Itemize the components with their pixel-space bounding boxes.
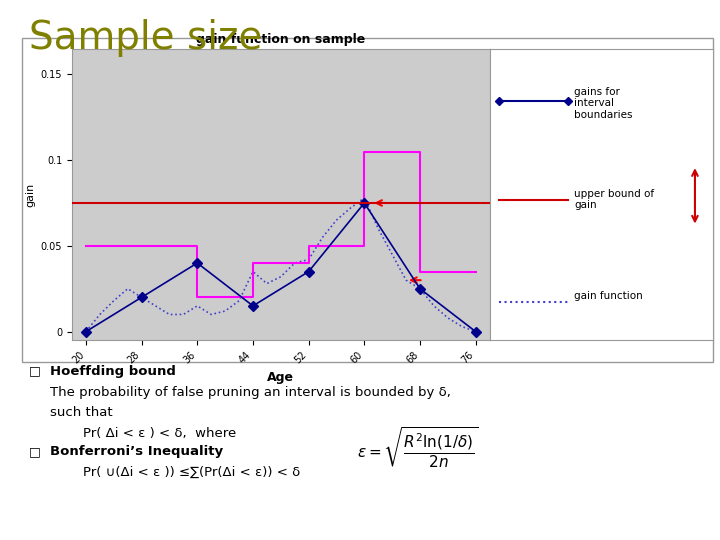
Text: upper bound of
gain: upper bound of gain (575, 188, 654, 210)
Text: Hoeffding bound: Hoeffding bound (50, 364, 176, 377)
Text: $\epsilon = \sqrt{\dfrac{R^2 \ln(1/\delta)}{2n}}$: $\epsilon = \sqrt{\dfrac{R^2 \ln(1/\delt… (357, 425, 478, 469)
X-axis label: Age: Age (267, 372, 294, 384)
Text: gains for
interval
boundaries: gains for interval boundaries (575, 86, 633, 120)
Text: Sample size: Sample size (29, 19, 262, 57)
Text: Pr( ∪(Δi < ε )) ≤∑(Pr(Δi < ε)) < δ: Pr( ∪(Δi < ε )) ≤∑(Pr(Δi < ε)) < δ (83, 465, 300, 478)
Text: such that: such that (50, 406, 113, 419)
Title: gain function on sample: gain function on sample (196, 33, 366, 46)
Text: The probability of false pruning an interval is bounded by δ,: The probability of false pruning an inte… (50, 386, 451, 399)
Y-axis label: gain: gain (25, 183, 35, 206)
Text: □: □ (29, 364, 40, 377)
Text: gain function: gain function (575, 291, 643, 301)
Text: Bonferroni’s Inequality: Bonferroni’s Inequality (50, 446, 223, 458)
Text: □: □ (29, 446, 40, 458)
Text: Pr( Δi < ε ) < δ,  where: Pr( Δi < ε ) < δ, where (83, 427, 236, 440)
